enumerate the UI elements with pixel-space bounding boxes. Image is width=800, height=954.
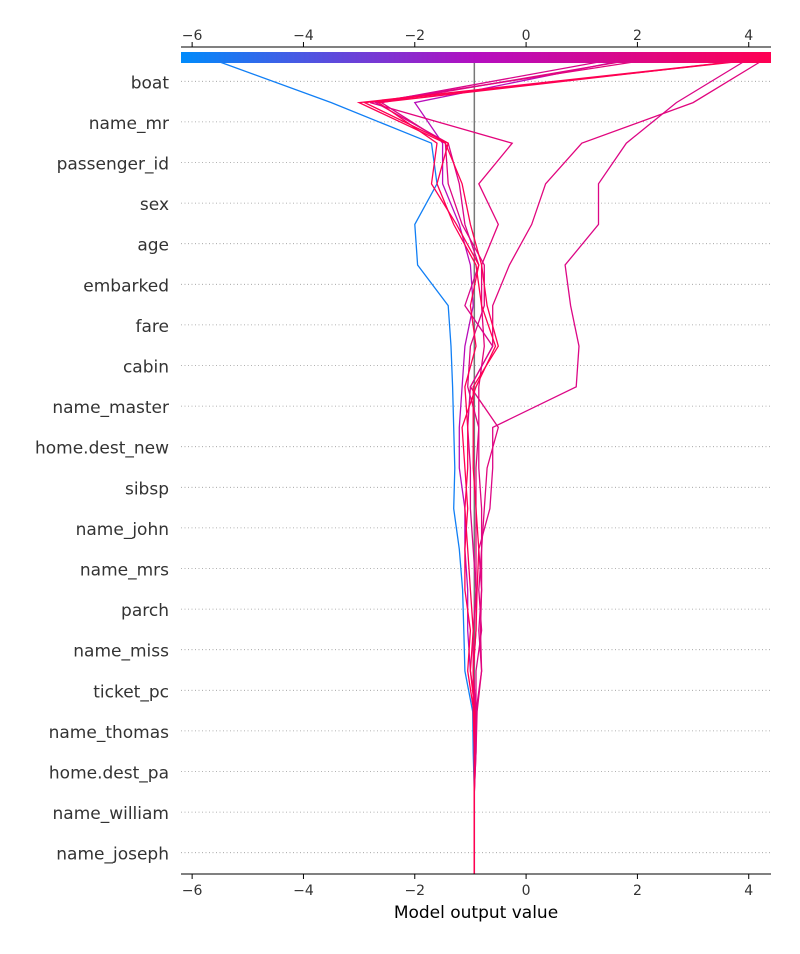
top-tick-label: 2 xyxy=(633,28,642,44)
feature-label-name-mr: name_mr xyxy=(89,114,169,134)
top-tick-label: 0 xyxy=(522,28,531,44)
x-axis-label: Model output value xyxy=(394,903,558,923)
feature-label-passenger-id: passenger_id xyxy=(57,155,169,175)
feature-label-age: age xyxy=(137,236,169,256)
feature-label-ticket-pc: ticket_pc xyxy=(93,682,169,702)
feature-label-home-dest-new: home.dest_new xyxy=(35,439,169,459)
decision-line-8 xyxy=(356,57,769,874)
top-tick-label: −6 xyxy=(182,28,203,44)
decision-line-10 xyxy=(362,57,772,874)
feature-label-sibsp: sibsp xyxy=(125,479,169,499)
feature-label-name-william: name_william xyxy=(53,804,170,824)
feature-labels: name_joseph name_william home.dest_pa name_… xyxy=(35,73,169,864)
feature-label-parch: parch xyxy=(121,601,169,621)
bottom-tick-label: 0 xyxy=(522,883,531,899)
decision-line-4 xyxy=(469,57,763,874)
feature-label-cabin: cabin xyxy=(123,358,169,378)
bottom-tick-label: −2 xyxy=(404,883,425,899)
decision-line-5 xyxy=(370,57,660,874)
feature-label-sex: sex xyxy=(140,195,169,215)
bottom-tick-label: 2 xyxy=(633,883,642,899)
feature-label-name-miss: name_miss xyxy=(73,642,169,662)
feature-label-home-dest-pa: home.dest_pa xyxy=(49,764,169,784)
decision-lines xyxy=(208,57,772,874)
decision-line-3 xyxy=(473,57,746,874)
decision-line-1 xyxy=(208,57,475,874)
feature-label-embarked: embarked xyxy=(83,276,169,296)
bottom-tick-label: −4 xyxy=(293,883,314,899)
decision-line-2 xyxy=(413,57,616,874)
bottom-tick-label: −6 xyxy=(182,883,203,899)
feature-label-fare: fare xyxy=(136,317,169,337)
feature-label-name-master: name_master xyxy=(52,398,169,418)
top-tick-label: −4 xyxy=(293,28,314,44)
feature-label-boat: boat xyxy=(131,73,170,93)
top-axis: −6 −4 −2 0 2 4 xyxy=(181,28,771,48)
feature-label-name-john: name_john xyxy=(76,520,169,540)
bottom-tick-label: 4 xyxy=(744,883,753,899)
top-tick-label: −2 xyxy=(404,28,425,44)
top-tick-label: 4 xyxy=(744,28,753,44)
decision-line-6 xyxy=(373,57,621,874)
feature-label-name-mrs: name_mrs xyxy=(80,561,169,581)
bottom-axis: −6 −4 −2 0 2 4 xyxy=(181,873,771,899)
feature-label-name-thomas: name_thomas xyxy=(49,723,170,743)
decision-line-7 xyxy=(379,57,644,874)
colorbar-band xyxy=(181,52,771,63)
colorbar xyxy=(181,52,771,63)
feature-label-name-joseph: name_joseph xyxy=(56,845,169,865)
